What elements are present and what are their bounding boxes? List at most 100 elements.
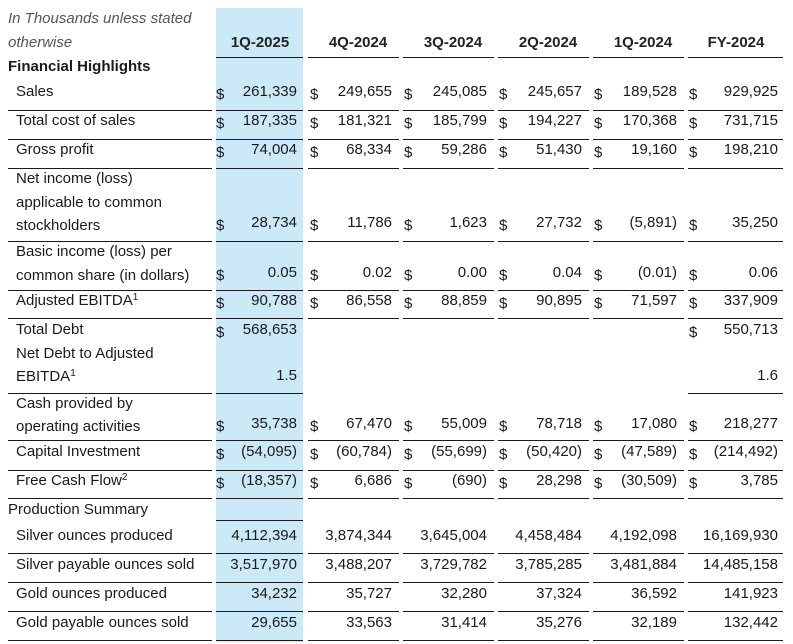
- value-cell: (55,699): [431, 443, 487, 460]
- row-label: Total cost of sales: [16, 112, 136, 129]
- row-rule: [498, 470, 589, 471]
- value-cell: 35,250: [732, 214, 778, 231]
- column-header: FY-2024: [707, 34, 765, 51]
- row-rule: [593, 318, 684, 319]
- row-rule: [308, 470, 399, 471]
- value-cell: 11,786: [347, 214, 392, 231]
- value-cell: 28,298: [536, 472, 582, 489]
- current-quarter-highlight: [216, 8, 303, 642]
- row-rule: [403, 168, 494, 169]
- value-cell: 74,004: [251, 141, 297, 158]
- currency-symbol: $: [310, 446, 319, 463]
- value-cell: 245,657: [527, 83, 582, 100]
- row-rule: [216, 393, 303, 394]
- row-rule: [308, 139, 399, 140]
- currency-symbol: $: [499, 475, 508, 492]
- value-cell: 170,368: [622, 112, 677, 129]
- row-label: Total Debt: [16, 321, 84, 338]
- value-cell: 31,414: [441, 614, 487, 631]
- row-rule: [593, 470, 684, 471]
- currency-symbol: $: [216, 475, 225, 492]
- currency-symbol: $: [310, 86, 319, 103]
- value-cell: 14,485,158: [702, 556, 778, 573]
- currency-symbol: $: [689, 446, 698, 463]
- row-rule: [593, 168, 684, 169]
- currency-symbol: $: [594, 267, 603, 284]
- row-rule: [688, 440, 783, 441]
- value-cell: 189,528: [622, 83, 677, 100]
- value-cell: 88,859: [441, 292, 487, 309]
- row-rule: [216, 582, 303, 583]
- currency-symbol: $: [499, 115, 508, 132]
- row-rule: [216, 168, 303, 169]
- row-rule: [8, 553, 212, 554]
- value-cell: 4,192,098: [610, 527, 677, 544]
- value-cell: 141,923: [723, 585, 778, 602]
- row-label: Net income (loss): [16, 170, 133, 187]
- value-cell: (30,509): [621, 472, 677, 489]
- row-rule: [593, 440, 684, 441]
- currency-symbol: $: [216, 86, 225, 103]
- currency-symbol: $: [499, 446, 508, 463]
- currency-symbol: $: [689, 418, 698, 435]
- currency-symbol: $: [216, 295, 225, 312]
- value-cell: 29,655: [251, 614, 297, 631]
- value-cell: 34,232: [251, 585, 297, 602]
- value-cell: 17,080: [631, 415, 677, 432]
- row-rule: [688, 393, 783, 394]
- row-label: Adjusted EBITDA1: [16, 292, 139, 309]
- currency-symbol: $: [594, 144, 603, 161]
- header-rule: [593, 57, 684, 58]
- currency-symbol: $: [594, 115, 603, 132]
- row-rule: [593, 241, 684, 242]
- row-rule: [593, 553, 684, 554]
- section-title-financial: Financial Highlights: [8, 58, 151, 75]
- row-rule: [308, 168, 399, 169]
- value-cell: 3,785,285: [515, 556, 582, 573]
- value-cell: 198,210: [723, 141, 778, 158]
- row-label: Sales: [16, 83, 54, 100]
- row-rule: [498, 110, 589, 111]
- currency-symbol: $: [499, 217, 508, 234]
- column-header: 3Q-2024: [423, 34, 483, 51]
- currency-symbol: $: [689, 115, 698, 132]
- row-rule: [498, 582, 589, 583]
- currency-symbol: $: [499, 144, 508, 161]
- row-rule: [688, 139, 783, 140]
- value-cell: 32,280: [441, 585, 487, 602]
- row-label: Silver ounces produced: [16, 527, 173, 544]
- currency-symbol: $: [404, 267, 413, 284]
- row-rule: [498, 139, 589, 140]
- row-rule: [8, 582, 212, 583]
- currency-symbol: $: [689, 475, 698, 492]
- row-rule: [593, 139, 684, 140]
- row-rule: [308, 290, 399, 291]
- currency-symbol: $: [594, 86, 603, 103]
- currency-symbol: $: [499, 295, 508, 312]
- row-rule: [8, 110, 212, 111]
- row-label: applicable to common: [16, 194, 162, 211]
- column-header: 1Q-2024: [613, 34, 673, 51]
- value-cell: 35,738: [251, 415, 297, 432]
- row-rule: [308, 498, 399, 499]
- currency-symbol: $: [689, 267, 698, 284]
- value-cell: 86,558: [346, 292, 392, 309]
- row-rule: [593, 498, 684, 499]
- row-rule: [498, 290, 589, 291]
- row-rule: [688, 582, 783, 583]
- value-cell: 16,169,930: [702, 527, 778, 544]
- value-cell: (690): [451, 472, 487, 489]
- currency-symbol: $: [689, 86, 698, 103]
- currency-symbol: $: [310, 144, 319, 161]
- value-cell: 1,623: [449, 214, 487, 231]
- currency-symbol: $: [499, 418, 508, 435]
- value-cell: 568,653: [242, 321, 297, 338]
- row-rule: [688, 290, 783, 291]
- value-cell: 4,112,394: [231, 527, 297, 544]
- row-rule: [8, 440, 212, 441]
- row-rule: [498, 640, 589, 641]
- row-rule: [498, 440, 589, 441]
- header-rule: [688, 57, 783, 58]
- value-cell: 55,009: [441, 415, 487, 432]
- row-label: Gross profit: [16, 141, 94, 158]
